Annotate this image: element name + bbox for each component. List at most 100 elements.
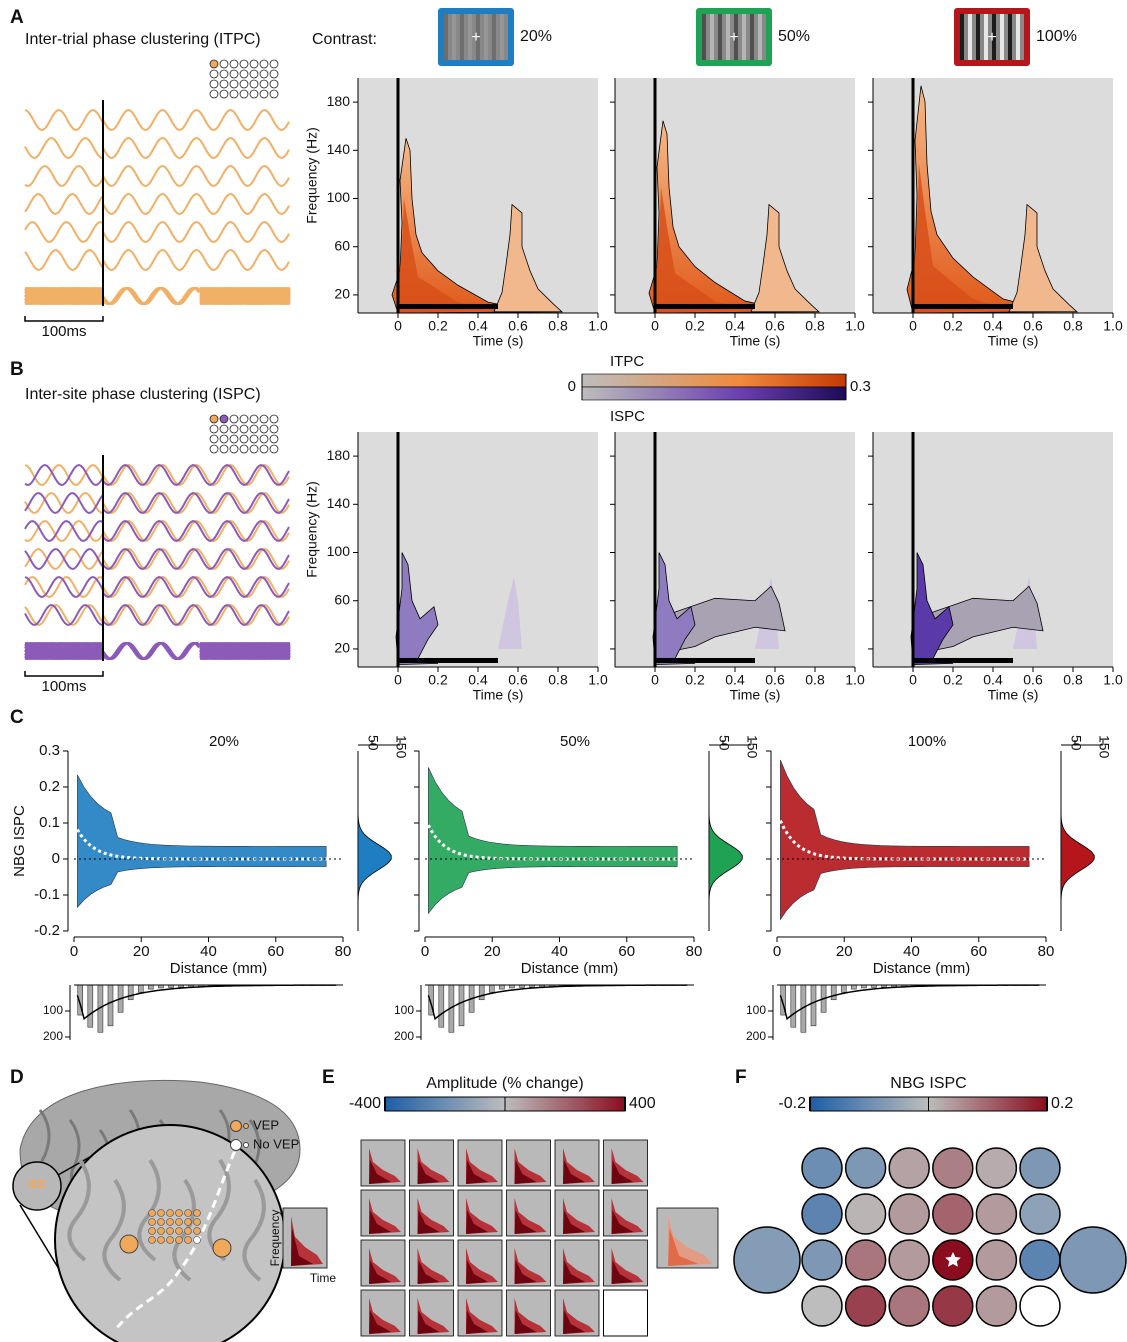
dist-hist-bar bbox=[479, 985, 484, 1000]
trace bbox=[25, 549, 103, 569]
hist-tick-label: 200 bbox=[43, 1029, 63, 1043]
contrast-value: 100% bbox=[1036, 28, 1077, 45]
figure: ABCDEFInter-trial phase clustering (ITPC… bbox=[0, 0, 1127, 1342]
electrode bbox=[240, 425, 248, 433]
legend-label: VEP bbox=[253, 1117, 279, 1132]
y-tick-label: 0.3 bbox=[39, 742, 60, 759]
x-axis-label: Time (s) bbox=[988, 687, 1039, 703]
x-tick-label: 0.4 bbox=[983, 318, 1003, 334]
scatter-cloud bbox=[780, 760, 1029, 920]
legend-marker bbox=[231, 1121, 242, 1132]
colorbar-title: NBG ISPC bbox=[890, 1075, 966, 1092]
y-tick-label: -0.1 bbox=[34, 886, 60, 903]
x-axis-label: Time (s) bbox=[988, 333, 1039, 349]
x-tick-label: 0.2 bbox=[943, 318, 963, 334]
x-tick-label: 0.4 bbox=[725, 672, 745, 688]
electrode-small bbox=[34, 1180, 36, 1182]
y-tick-label: 100 bbox=[327, 189, 351, 205]
ispc-electrode bbox=[1020, 1194, 1060, 1234]
hist-tick-label: 150 bbox=[393, 735, 409, 759]
y-tick-label: 100 bbox=[327, 543, 351, 559]
legend-marker bbox=[231, 1140, 242, 1151]
hist-tick-label: 50 bbox=[1068, 735, 1084, 751]
x-tick-label: 60 bbox=[618, 943, 635, 960]
electrode-small bbox=[31, 1186, 33, 1188]
x-tick-label: 1.0 bbox=[845, 672, 865, 688]
electrode bbox=[158, 1219, 165, 1226]
electrode-small bbox=[40, 1180, 42, 1182]
x-tick-label: 40 bbox=[551, 943, 568, 960]
x-tick-label: 80 bbox=[686, 943, 703, 960]
x-tick-label: 0.4 bbox=[725, 318, 745, 334]
ispc-electrode bbox=[846, 1240, 886, 1280]
electrode bbox=[167, 1228, 174, 1235]
electrode bbox=[220, 80, 228, 88]
ispc-electrode bbox=[802, 1148, 842, 1188]
grating-stripe bbox=[1016, 14, 1020, 60]
x-tick-label: 0.4 bbox=[468, 672, 488, 688]
colorbar bbox=[582, 387, 846, 400]
dist-hist-bar bbox=[831, 985, 836, 1000]
ispc-electrode bbox=[976, 1286, 1016, 1326]
electrode bbox=[260, 90, 268, 98]
ispc-electrode bbox=[933, 1194, 973, 1234]
electrode bbox=[230, 60, 238, 68]
hist-tick-label: 200 bbox=[394, 1029, 414, 1043]
x-tick-label: 80 bbox=[335, 943, 352, 960]
electrode bbox=[250, 435, 258, 443]
electrode-small bbox=[28, 1183, 30, 1185]
x-tick-label: 0.2 bbox=[685, 318, 705, 334]
panel-letter: F bbox=[735, 1067, 747, 1088]
x-axis-label: Distance (mm) bbox=[873, 960, 971, 977]
y-tick-label: 60 bbox=[334, 591, 350, 607]
x-tick-label: 80 bbox=[1038, 943, 1055, 960]
grating-stripe bbox=[710, 14, 714, 60]
electrode bbox=[210, 60, 218, 68]
trace bbox=[103, 222, 289, 242]
x-tick-label: 0.8 bbox=[1063, 672, 1083, 688]
trace bbox=[103, 549, 289, 569]
trace bbox=[25, 222, 103, 242]
grating-stripe bbox=[452, 14, 456, 60]
x-tick-label: 0 bbox=[909, 672, 917, 688]
trace bbox=[103, 166, 289, 186]
electrode-small bbox=[28, 1180, 30, 1182]
ispc-electrode bbox=[846, 1148, 886, 1188]
legend-marker bbox=[244, 1143, 249, 1148]
electrode-small bbox=[37, 1180, 39, 1182]
dist-hist-bar bbox=[138, 985, 143, 992]
x-tick-label: 0.8 bbox=[805, 318, 825, 334]
y-tick-label: 0.2 bbox=[39, 778, 60, 795]
y-tick-label: 60 bbox=[334, 237, 350, 253]
x-axis-label: Time (s) bbox=[473, 333, 524, 349]
trace bbox=[103, 110, 289, 130]
panel-letter: B bbox=[10, 359, 24, 380]
y-tick-label: 0 bbox=[52, 850, 60, 867]
electrode bbox=[220, 425, 228, 433]
x-tick-label: 0.6 bbox=[1023, 672, 1043, 688]
x-tick-label: 60 bbox=[970, 943, 987, 960]
fixation: + bbox=[987, 29, 996, 46]
ispc-electrode bbox=[976, 1240, 1016, 1280]
ispc-electrode bbox=[889, 1286, 929, 1326]
x-tick-label: 0.8 bbox=[1063, 318, 1083, 334]
tile-y-label: Frequency bbox=[268, 1210, 282, 1267]
ispc-electrode bbox=[976, 1148, 1016, 1188]
dist-hist-bar bbox=[791, 985, 796, 1027]
grating-stripe bbox=[718, 14, 722, 60]
sig-bar bbox=[655, 304, 755, 309]
electrode bbox=[270, 445, 278, 453]
ispc-electrode bbox=[802, 1194, 842, 1234]
x-tick-label: 1.0 bbox=[1103, 672, 1123, 688]
electrode bbox=[240, 90, 248, 98]
electrode bbox=[230, 415, 238, 423]
subplot-title: 20% bbox=[209, 733, 239, 750]
x-tick-label: 0.6 bbox=[508, 672, 528, 688]
colorbar-max: 400 bbox=[629, 1095, 656, 1112]
electrode bbox=[220, 70, 228, 78]
y-tick-label: 20 bbox=[334, 640, 350, 656]
y-tick-label: 20 bbox=[334, 286, 350, 302]
x-tick-label: 40 bbox=[200, 943, 217, 960]
x-axis-label: Time (s) bbox=[730, 687, 781, 703]
x-axis-label: Time (s) bbox=[730, 333, 781, 349]
